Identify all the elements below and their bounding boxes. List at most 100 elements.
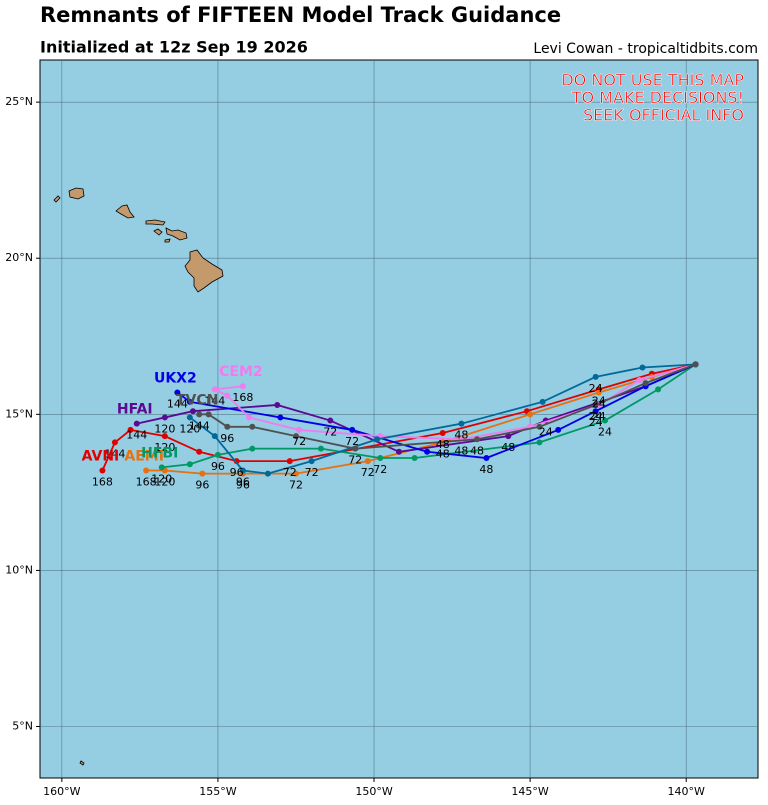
track-point [239, 383, 246, 390]
track-point [592, 408, 599, 415]
hour-label: 72 [361, 466, 375, 479]
islands [53, 187, 224, 766]
track-point [424, 448, 431, 455]
track-point [296, 426, 303, 433]
hour-label: 144 [189, 419, 210, 432]
hour-label: 72 [323, 426, 337, 439]
track-point [536, 439, 543, 446]
hour-label: 96 [230, 466, 244, 479]
track-point [349, 426, 356, 433]
hour-label: 144 [204, 394, 225, 407]
y-tick-label: 5°N [12, 719, 33, 732]
model-label: HFAI [117, 402, 153, 418]
island [145, 219, 166, 226]
track-point [655, 386, 662, 393]
track-point [483, 455, 490, 462]
hour-label: 24 [539, 426, 553, 439]
track-point [174, 389, 181, 396]
track-point [189, 408, 196, 415]
track-point [439, 430, 446, 437]
chart-title: Remnants of FIFTEEN Model Track Guidance [40, 3, 561, 27]
track-point [396, 448, 402, 455]
track-point [111, 439, 118, 446]
credit: Levi Cowan - tropicaltidbits.com [533, 41, 758, 57]
track-point [642, 380, 649, 387]
track-point [411, 455, 418, 462]
hour-label: 168 [92, 476, 113, 489]
hour-label: 72 [289, 479, 303, 492]
track-point [602, 417, 609, 424]
track-point [133, 420, 140, 427]
y-tick-label: 10°N [5, 563, 33, 576]
island [184, 249, 224, 293]
track-point [211, 386, 218, 393]
track-point [317, 445, 324, 452]
grid [40, 60, 758, 778]
track-point [199, 470, 206, 477]
track-line [176, 363, 696, 459]
track-point [274, 401, 281, 408]
y-tick-label: 15°N [5, 407, 33, 420]
track-point [196, 448, 203, 455]
track-point [327, 417, 334, 424]
track-point [374, 436, 381, 443]
hour-label: 144 [126, 429, 147, 442]
track-point [352, 445, 359, 452]
hour-label: 72 [305, 466, 319, 479]
y-tick-label: 25°N [5, 95, 33, 108]
hour-label: 24 [592, 397, 606, 410]
track-point [286, 458, 293, 465]
island [153, 228, 163, 236]
track-point [196, 411, 203, 418]
tracks [99, 361, 699, 477]
labels: 24487296120144168AVNI244872729696120168A… [82, 364, 612, 491]
track-point [214, 451, 221, 458]
track-point [636, 376, 643, 383]
track-point [186, 414, 193, 421]
hour-label: 48 [479, 463, 493, 476]
track-point [186, 461, 193, 468]
hour-label: 120 [179, 422, 200, 435]
hour-label: 48 [454, 444, 468, 457]
hour-label: 48 [436, 447, 450, 460]
track-point [639, 364, 646, 371]
track-point [127, 426, 134, 433]
track-point [143, 467, 150, 474]
track-point [277, 414, 284, 421]
island [165, 227, 188, 241]
hour-label: 120 [151, 472, 172, 485]
plot-area [39, 59, 759, 779]
hour-label: 24 [589, 410, 603, 423]
warning-text: TO MAKE DECISIONS! [571, 88, 744, 107]
track-point [536, 423, 543, 430]
track-point [161, 414, 168, 421]
hour-label: 24 [592, 410, 606, 423]
island [53, 195, 61, 203]
hour-label: 72 [348, 454, 362, 467]
hour-label: 120 [154, 476, 175, 489]
hour-label: 96 [236, 479, 250, 492]
model-label: AVNI [82, 449, 120, 465]
track-point [377, 455, 384, 462]
x-tick-label: 150°W [355, 785, 392, 798]
track-point [224, 423, 231, 430]
model-label: HFBI [141, 445, 178, 461]
hour-label: 24 [589, 416, 603, 429]
model-label: TVCN [176, 392, 218, 408]
track-point [292, 433, 299, 440]
track-point [505, 433, 512, 440]
track-point [224, 392, 231, 399]
track-point [264, 470, 271, 477]
hour-label: 48 [436, 438, 450, 451]
track-point [458, 420, 465, 427]
island [115, 204, 135, 219]
hour-label: 48 [501, 441, 515, 454]
track-point [161, 433, 168, 440]
track-point [246, 414, 253, 421]
hour-label: 24 [592, 394, 606, 407]
track-point [249, 445, 256, 452]
x-tick-label: 155°W [199, 785, 236, 798]
hour-label: 48 [454, 429, 468, 442]
hour-label: 144 [104, 447, 125, 460]
hour-label: 96 [220, 432, 234, 445]
